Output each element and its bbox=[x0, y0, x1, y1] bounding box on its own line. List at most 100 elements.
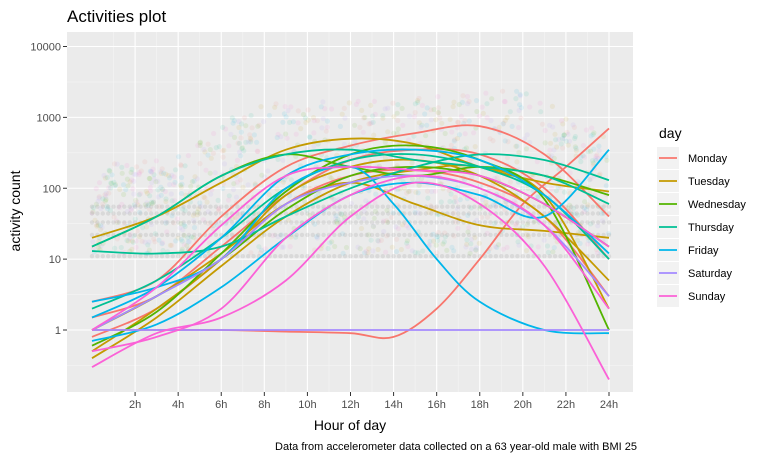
scatter-point bbox=[259, 172, 265, 178]
scatter-point bbox=[406, 188, 412, 195]
scatter-point bbox=[108, 185, 114, 191]
scatter-point bbox=[213, 204, 219, 209]
scatter-point bbox=[171, 174, 177, 180]
scatter-point bbox=[332, 232, 337, 238]
scatter-point bbox=[482, 220, 488, 225]
scatter-point bbox=[329, 239, 335, 245]
scatter-point bbox=[415, 99, 421, 105]
scatter-point bbox=[149, 204, 154, 209]
scatter-point bbox=[424, 105, 430, 111]
scatter-point bbox=[189, 179, 195, 185]
scatter-point bbox=[606, 204, 612, 209]
scatter-point bbox=[331, 197, 337, 203]
scatter-point bbox=[170, 211, 175, 216]
scatter-point bbox=[423, 211, 429, 216]
scatter-point bbox=[197, 220, 202, 225]
scatter-point bbox=[348, 232, 353, 238]
legend-item-thursday: Thursday bbox=[657, 216, 734, 238]
scatter-point bbox=[585, 220, 590, 225]
scatter-point bbox=[106, 167, 112, 173]
scatter-point bbox=[597, 171, 603, 177]
scatter-point bbox=[438, 199, 444, 205]
scatter-point bbox=[358, 225, 365, 232]
scatter-point bbox=[178, 184, 184, 190]
scatter-point bbox=[155, 187, 161, 193]
scatter-point bbox=[581, 154, 588, 160]
scatter-point bbox=[128, 205, 134, 211]
scatter-point bbox=[381, 228, 387, 235]
scatter-point bbox=[521, 136, 528, 142]
scatter-point bbox=[311, 118, 317, 124]
scatter-point bbox=[288, 177, 294, 183]
scatter-point bbox=[155, 194, 161, 200]
scatter-point bbox=[593, 153, 599, 159]
scatter-point bbox=[384, 218, 390, 224]
scatter-point bbox=[480, 110, 486, 116]
scatter-point bbox=[454, 135, 460, 142]
scatter-point bbox=[121, 191, 127, 198]
scatter-point bbox=[375, 220, 380, 225]
scatter-point bbox=[195, 206, 202, 212]
scatter-point bbox=[98, 243, 104, 249]
scatter-point bbox=[376, 238, 382, 244]
scatter-point bbox=[219, 204, 224, 209]
scatter-point bbox=[493, 220, 499, 225]
scatter-point bbox=[210, 150, 216, 156]
scatter-point bbox=[232, 214, 238, 221]
scatter-point bbox=[337, 211, 342, 216]
scatter-point bbox=[399, 105, 405, 111]
scatter-point bbox=[176, 254, 181, 259]
scatter-point bbox=[466, 232, 472, 238]
scatter-point bbox=[415, 210, 421, 216]
scatter-point bbox=[239, 145, 245, 151]
scatter-point bbox=[596, 148, 602, 154]
scatter-point bbox=[321, 211, 326, 216]
scatter-point bbox=[90, 239, 96, 245]
scatter-point bbox=[429, 188, 435, 195]
scatter-point bbox=[384, 233, 390, 239]
scatter-point bbox=[472, 235, 478, 241]
scatter-point bbox=[287, 119, 293, 125]
scatter-point bbox=[248, 250, 254, 256]
scatter-point bbox=[186, 232, 192, 238]
scatter-point bbox=[412, 220, 418, 225]
scatter-point bbox=[118, 244, 124, 251]
scatter-point bbox=[219, 148, 225, 154]
scatter-point bbox=[178, 236, 184, 242]
scatter-point bbox=[477, 206, 483, 212]
y-axis-label: activity count bbox=[7, 170, 23, 251]
scatter-point bbox=[466, 254, 472, 259]
scatter-point bbox=[359, 232, 364, 238]
scatter-point bbox=[464, 241, 470, 247]
scatter-point bbox=[304, 207, 310, 213]
scatter-point bbox=[295, 120, 301, 126]
scatter-point bbox=[165, 254, 170, 259]
scatter-point bbox=[205, 220, 211, 226]
scatter-point bbox=[147, 206, 153, 212]
scatter-point bbox=[211, 130, 217, 137]
scatter-point bbox=[520, 232, 525, 238]
scatter-point bbox=[435, 109, 441, 116]
scatter-point bbox=[472, 254, 477, 259]
scatter-point bbox=[111, 254, 116, 259]
scatter-point bbox=[355, 214, 362, 220]
scatter-point bbox=[112, 182, 118, 188]
scatter-point bbox=[524, 221, 531, 227]
scatter-point bbox=[104, 203, 110, 210]
scatter-point bbox=[248, 137, 254, 143]
scatter-point bbox=[143, 232, 149, 238]
scatter-point bbox=[278, 254, 283, 259]
scatter-point bbox=[326, 220, 332, 225]
scatter-point bbox=[570, 205, 577, 211]
scatter-point bbox=[342, 214, 348, 220]
scatter-point bbox=[129, 177, 135, 183]
scatter-point bbox=[176, 154, 182, 160]
scatter-point bbox=[515, 239, 521, 245]
scatter-point bbox=[240, 184, 246, 190]
scatter-point bbox=[371, 132, 377, 138]
scatter-point bbox=[132, 216, 138, 222]
scatter-point bbox=[149, 169, 155, 175]
scatter-point bbox=[112, 161, 118, 167]
scatter-point bbox=[142, 202, 148, 208]
scatter-point bbox=[246, 139, 252, 145]
